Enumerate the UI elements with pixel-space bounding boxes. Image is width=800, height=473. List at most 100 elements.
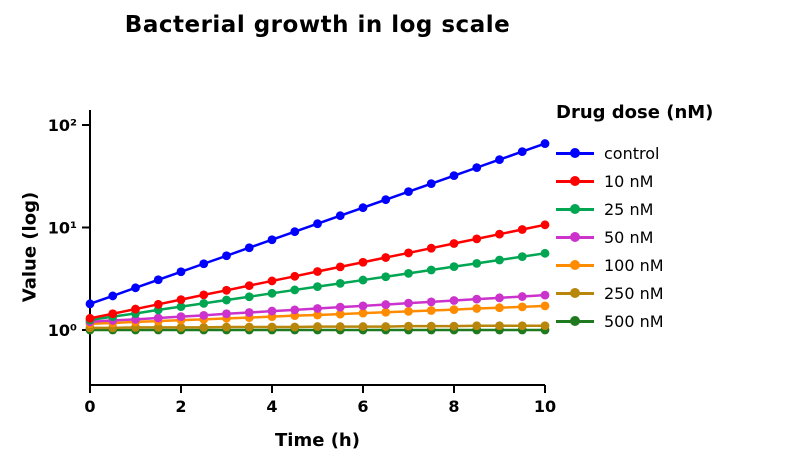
data-point-marker — [540, 220, 550, 230]
data-point-marker — [540, 321, 550, 331]
data-point-marker — [495, 255, 504, 265]
legend-marker-icon — [556, 146, 594, 160]
data-point-marker — [540, 248, 550, 258]
x-tick-label: 8 — [448, 397, 459, 416]
data-point-marker — [404, 187, 413, 197]
legend-label: control — [604, 143, 660, 163]
data-point-marker — [517, 225, 527, 234]
data-point-marker — [176, 295, 186, 304]
y-axis-label: Value (log) — [19, 191, 41, 303]
x-tick-label: 10 — [534, 397, 556, 416]
data-point-marker — [267, 322, 277, 332]
data-point-marker — [153, 299, 163, 309]
legend-entry: 10 nM — [556, 167, 792, 195]
data-point-marker — [381, 300, 391, 309]
data-point-marker — [449, 296, 459, 305]
data-point-marker — [517, 252, 527, 262]
data-point-marker — [381, 195, 391, 205]
series-10-nM — [85, 220, 550, 323]
legend-entries: control 10 nM 25 nM 50 nM 100 nM 250 nM 500 nM — [556, 139, 792, 335]
data-point-marker — [472, 258, 482, 268]
legend-label: 250 nM — [604, 283, 664, 303]
x-tick-label: 4 — [266, 397, 277, 416]
data-point-marker — [381, 307, 391, 317]
data-point-marker — [313, 322, 322, 331]
data-point-marker — [199, 310, 209, 320]
data-point-marker — [176, 302, 186, 312]
data-point-marker — [517, 147, 527, 156]
data-point-marker — [335, 322, 345, 331]
data-point-marker — [313, 304, 322, 313]
legend-entry: 500 nM — [556, 307, 792, 335]
legend-label: 500 nM — [604, 311, 664, 331]
data-point-marker — [199, 290, 209, 300]
data-point-marker — [244, 281, 254, 291]
legend-marker-icon — [556, 258, 594, 272]
legend-marker-icon — [556, 202, 594, 216]
data-point-marker — [335, 262, 345, 272]
data-point-marker — [426, 321, 436, 331]
data-point-marker — [517, 321, 527, 331]
data-point-marker — [290, 322, 300, 332]
data-point-marker — [449, 262, 459, 272]
data-point-marker — [335, 309, 345, 319]
data-point-marker — [267, 306, 277, 316]
data-point-marker — [472, 321, 482, 331]
data-point-marker — [381, 322, 391, 331]
data-point-marker — [495, 293, 504, 303]
legend-label: 100 nM — [604, 255, 664, 275]
series-50-nM — [85, 290, 550, 327]
data-point-marker — [244, 308, 254, 317]
data-point-marker — [244, 243, 254, 253]
data-point-marker — [426, 243, 436, 253]
data-point-marker — [517, 292, 527, 301]
legend-marker-icon — [556, 174, 594, 188]
data-point-marker — [313, 282, 322, 292]
axes — [89, 110, 545, 386]
data-point-marker — [358, 301, 368, 311]
x-tick-label: 6 — [357, 397, 368, 416]
data-point-marker — [131, 283, 140, 293]
data-point-marker — [358, 308, 368, 318]
y-tick-label: 10² — [48, 116, 77, 135]
legend-title: Drug dose (nM) — [556, 102, 714, 123]
data-point-marker — [335, 278, 345, 288]
data-point-marker — [290, 271, 300, 281]
data-point-marker — [108, 309, 118, 319]
data-point-marker — [267, 288, 277, 298]
legend-label: 25 nM — [604, 199, 654, 219]
data-point-marker — [472, 163, 482, 173]
data-point-marker — [267, 235, 277, 245]
data-point-marker — [153, 275, 163, 285]
data-point-marker — [540, 301, 550, 311]
data-point-marker — [404, 248, 413, 258]
data-point-marker — [449, 239, 459, 248]
data-point-marker — [199, 323, 209, 332]
data-point-marker — [176, 312, 186, 322]
legend-entry: 50 nM — [556, 223, 792, 251]
data-point-marker — [449, 321, 459, 331]
legend-marker-icon — [556, 286, 594, 300]
data-point-marker — [426, 297, 436, 307]
data-point-marker — [85, 299, 95, 309]
data-point-marker — [517, 302, 527, 312]
data-point-marker — [222, 251, 231, 261]
data-point-marker — [131, 304, 140, 314]
data-point-marker — [290, 227, 300, 237]
data-point-marker — [313, 219, 322, 229]
series-control — [85, 139, 550, 309]
data-point-marker — [404, 268, 413, 278]
data-point-marker — [449, 305, 459, 315]
data-point-marker — [335, 211, 345, 221]
legend-entry: 250 nM — [556, 279, 792, 307]
data-point-marker — [472, 234, 482, 244]
data-point-marker — [199, 259, 209, 269]
data-point-marker — [199, 298, 209, 308]
data-point-marker — [381, 272, 391, 282]
data-point-marker — [222, 322, 231, 332]
data-point-marker — [176, 267, 186, 277]
data-point-marker — [426, 265, 436, 275]
data-point-marker — [472, 294, 482, 304]
